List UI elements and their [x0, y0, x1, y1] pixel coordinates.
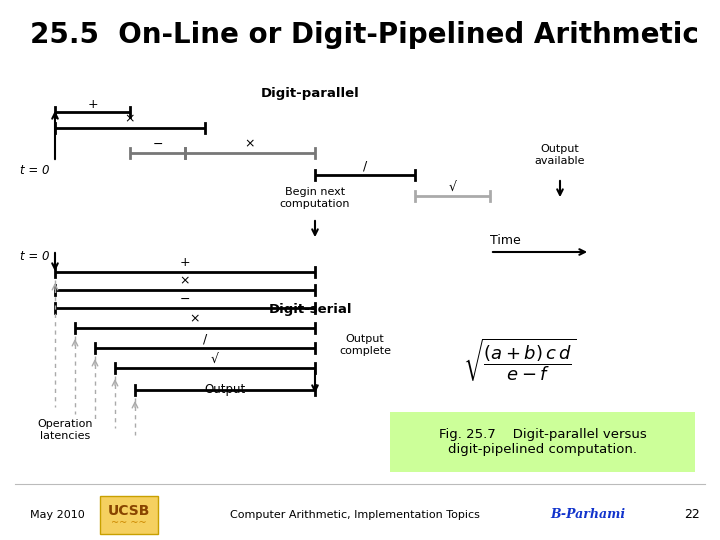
Text: Time: Time — [490, 234, 521, 247]
Text: Digit-serial: Digit-serial — [269, 303, 352, 316]
Bar — [100, 496, 158, 534]
Text: $\sqrt{\dfrac{(a+b)\,c\,d}{e-f}}$: $\sqrt{\dfrac{(a+b)\,c\,d}{e-f}}$ — [464, 336, 577, 383]
Text: Fig. 25.7    Digit-parallel versus
digit-pipelined computation.: Fig. 25.7 Digit-parallel versus digit-pi… — [438, 428, 647, 456]
Text: ×: × — [125, 112, 135, 125]
Text: t = 0: t = 0 — [20, 249, 50, 262]
Text: ×: × — [180, 274, 190, 287]
Text: −: − — [180, 293, 190, 306]
Text: Output
available: Output available — [535, 144, 585, 166]
Text: Begin next
computation: Begin next computation — [280, 187, 350, 209]
Text: 25.5  On-Line or Digit-Pipelined Arithmetic: 25.5 On-Line or Digit-Pipelined Arithmet… — [30, 21, 699, 49]
Text: ×: × — [245, 138, 256, 151]
Text: B-Parhami: B-Parhami — [550, 509, 626, 522]
Text: Output: Output — [204, 383, 246, 396]
Text: ~~ ~~: ~~ ~~ — [111, 518, 147, 528]
Text: UCSB: UCSB — [108, 504, 150, 518]
Text: −: − — [152, 138, 163, 151]
Text: √: √ — [449, 180, 456, 193]
Text: /: / — [363, 159, 367, 172]
Text: /: / — [203, 333, 207, 346]
Text: Operation
latencies: Operation latencies — [37, 419, 93, 441]
Text: Output
complete: Output complete — [339, 334, 391, 356]
Text: Digit-parallel: Digit-parallel — [261, 86, 359, 99]
Text: +: + — [180, 256, 190, 269]
Text: t = 0: t = 0 — [20, 164, 50, 177]
Text: √: √ — [211, 353, 219, 366]
Text: 22: 22 — [684, 509, 700, 522]
Text: ×: × — [190, 313, 200, 326]
Text: +: + — [87, 98, 98, 111]
Text: May 2010: May 2010 — [30, 510, 85, 520]
Bar — [390, 412, 695, 472]
Text: Computer Arithmetic, Implementation Topics: Computer Arithmetic, Implementation Topi… — [230, 510, 480, 520]
